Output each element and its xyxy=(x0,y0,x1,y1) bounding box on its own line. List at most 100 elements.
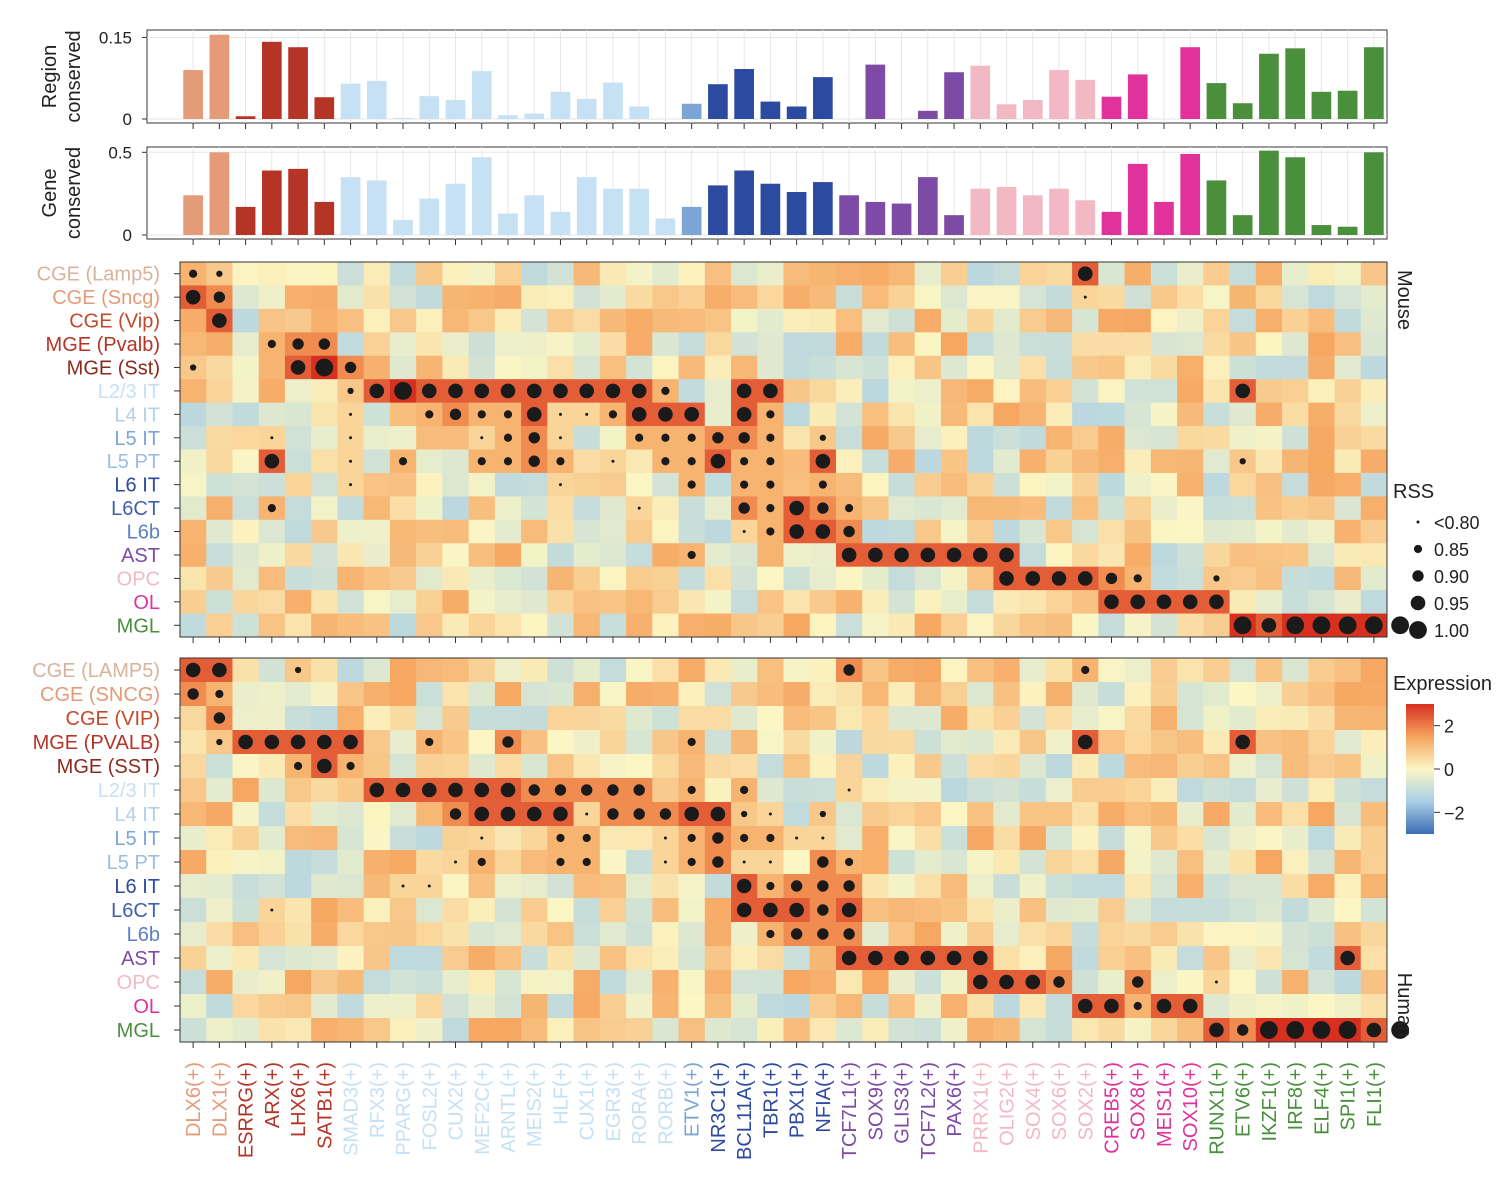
heatmap-cell xyxy=(835,826,863,851)
rss-dot xyxy=(454,860,458,864)
heatmap-cell xyxy=(363,402,391,427)
heatmap-cell xyxy=(1177,898,1204,923)
heatmap-cell xyxy=(914,994,942,1019)
heatmap-cell xyxy=(993,613,1021,638)
row-label: L5 IT xyxy=(114,828,160,850)
heatmap-cell xyxy=(626,590,653,615)
heatmap-cell xyxy=(1255,308,1283,333)
heatmap-cell xyxy=(180,802,207,827)
heatmap-cell xyxy=(1229,543,1257,568)
heatmap-cell xyxy=(1150,402,1178,427)
heatmap-cell xyxy=(363,850,391,875)
heatmap-cell xyxy=(232,543,260,568)
heatmap-cell xyxy=(1150,519,1178,544)
x-label-PRRX1(+): PRRX1(+) xyxy=(970,1062,992,1154)
heatmap-cell xyxy=(258,826,286,851)
heatmap-cell xyxy=(1072,332,1099,357)
heatmap-cell xyxy=(704,922,732,947)
row-label: L6b xyxy=(127,924,160,946)
heatmap-cell xyxy=(809,730,837,755)
heatmap-cell xyxy=(599,898,627,923)
heatmap-cell xyxy=(337,898,365,923)
heatmap-cell xyxy=(835,285,863,310)
heatmap-cell xyxy=(180,970,207,995)
heatmap-cell xyxy=(678,496,706,521)
heatmap-cell xyxy=(783,449,811,474)
heatmap-cell xyxy=(232,402,260,427)
rss-legend-label: 1.00 xyxy=(1434,621,1469,641)
heatmap-cell xyxy=(731,566,758,591)
rss-dot xyxy=(817,904,829,916)
heatmap-cell xyxy=(573,1018,601,1043)
heatmap-cell xyxy=(180,826,207,851)
heatmap-cell xyxy=(311,543,338,568)
bar-SATB1(+) xyxy=(314,97,335,119)
heatmap-cell xyxy=(521,566,548,591)
bar-SOX10(+) xyxy=(1180,47,1201,119)
heatmap-cell xyxy=(180,613,207,638)
heatmap-cell xyxy=(1282,970,1309,995)
rss-dot xyxy=(421,383,437,399)
heatmap-cell xyxy=(809,308,837,333)
heatmap-cell xyxy=(416,946,443,971)
x-label-TCF7L1(+): TCF7L1(+) xyxy=(839,1062,861,1159)
side-label: Mouse xyxy=(1393,270,1415,330)
bar-CUX1(+) xyxy=(576,98,597,119)
heatmap-cell xyxy=(1072,970,1099,995)
heatmap-cell xyxy=(337,970,365,995)
rss-dot xyxy=(1233,616,1252,635)
heatmap-cell xyxy=(468,308,496,333)
heatmap-cell xyxy=(1255,543,1283,568)
heatmap-cell xyxy=(862,994,889,1019)
heatmap-cell xyxy=(704,308,732,333)
heatmap-cell xyxy=(547,285,575,310)
heatmap-cell xyxy=(1124,519,1152,544)
x-label-RUNX1(+): RUNX1(+) xyxy=(1206,1062,1228,1155)
heatmap-cell xyxy=(914,472,942,497)
heatmap-cell xyxy=(206,355,233,380)
heatmap-cell xyxy=(1150,566,1178,591)
heatmap-cell xyxy=(626,566,653,591)
row-label: L4 IT xyxy=(114,804,160,826)
heatmap-cell xyxy=(1072,826,1099,851)
heatmap-cell xyxy=(232,754,260,779)
heatmap-cell xyxy=(284,874,312,899)
heatmap-cell xyxy=(1203,262,1231,286)
heatmap-cell xyxy=(1150,802,1178,827)
x-label-ARX(+): ARX(+) xyxy=(262,1062,284,1128)
heatmap-cell xyxy=(206,472,233,497)
heatmap-cell xyxy=(1019,730,1047,755)
heatmap-cell xyxy=(888,706,916,731)
heatmap-cell xyxy=(993,778,1021,803)
heatmap-cell xyxy=(416,613,443,638)
rss-dot xyxy=(611,459,615,463)
row-label: CGE (Vip) xyxy=(69,311,160,333)
heatmap-cell xyxy=(1282,778,1309,803)
heatmap-cell xyxy=(809,658,837,683)
heatmap-cell xyxy=(206,874,233,899)
heatmap-cell xyxy=(835,379,863,404)
heatmap-cell xyxy=(416,449,443,474)
heatmap-cell xyxy=(626,850,653,875)
heatmap-cell xyxy=(1255,590,1283,615)
heatmap-cell xyxy=(1308,472,1336,497)
heatmap-cell xyxy=(1203,496,1231,521)
heatmap-cell xyxy=(809,379,837,404)
heatmap-cell xyxy=(363,308,391,333)
heatmap-cell xyxy=(967,613,994,638)
heatmap-cell xyxy=(573,355,601,380)
bar-ETV6(+) xyxy=(1232,103,1253,119)
heatmap-cell xyxy=(1098,682,1126,707)
rss-dot xyxy=(946,950,962,966)
heatmap-cell xyxy=(1282,402,1309,427)
heatmap-cell xyxy=(1150,1018,1178,1043)
heatmap-cell xyxy=(888,379,916,404)
heatmap-cell xyxy=(232,449,260,474)
heatmap-cell xyxy=(232,355,260,380)
heatmap-cell xyxy=(284,898,312,923)
heatmap-cell xyxy=(494,590,522,615)
x-label-IRF8(+): IRF8(+) xyxy=(1285,1062,1307,1130)
rss-dot xyxy=(528,784,540,796)
rss-dot xyxy=(477,457,486,466)
x-label-SOX10(+): SOX10(+) xyxy=(1180,1062,1202,1151)
